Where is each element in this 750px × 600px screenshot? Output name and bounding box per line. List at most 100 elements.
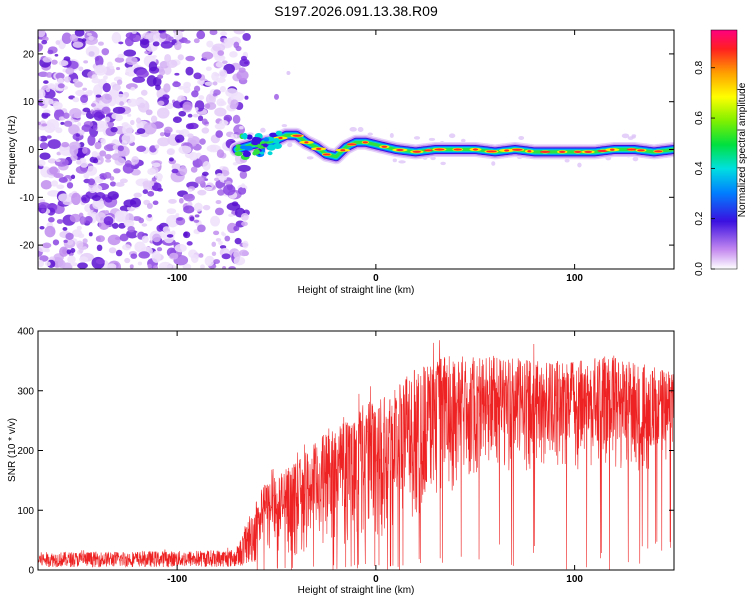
- noise-blob: [79, 256, 89, 263]
- noise-blob: [129, 264, 134, 269]
- noise-blob: [237, 164, 251, 172]
- ridge-peak: [340, 149, 346, 152]
- colorbar-tick-label: 0.2: [694, 211, 705, 225]
- ridge-peak: [637, 149, 645, 152]
- noise-blob: [104, 154, 112, 160]
- colorbar-frame: [710, 29, 738, 270]
- noise-blob: [119, 150, 127, 157]
- noise-blob: [38, 159, 46, 167]
- snr-y-ticks: 0 100 200 300 400: [17, 327, 674, 577]
- noise-blob: [157, 137, 170, 147]
- noise-blob: [38, 260, 44, 268]
- noise-blob: [212, 43, 226, 52]
- noise-blob: [187, 133, 194, 139]
- noise-blob: [85, 165, 98, 176]
- noise-blob: [146, 203, 153, 209]
- noise-blob: [241, 183, 246, 189]
- noise-blob: [136, 145, 147, 152]
- noise-blob: [106, 263, 117, 269]
- noise-blob: [211, 251, 217, 257]
- noise-blob: [223, 184, 236, 196]
- noise-blob: [217, 50, 225, 56]
- noise-blob: [214, 107, 227, 117]
- noise-blob: [287, 142, 293, 148]
- noise-blob: [119, 233, 129, 242]
- noise-blob: [80, 94, 89, 104]
- noise-blob: [114, 57, 125, 63]
- noise-blob: [40, 208, 46, 213]
- noise-blob: [122, 163, 134, 174]
- noise-blob: [114, 93, 127, 106]
- noise-blob: [142, 32, 153, 40]
- noise-blob: [194, 214, 200, 218]
- ridge-peak: [558, 150, 566, 153]
- noise-blob: [171, 163, 182, 171]
- noise-blob: [58, 177, 68, 183]
- noise-blob: [125, 32, 137, 39]
- ridge-peak: [381, 145, 388, 148]
- noise-blob: [156, 224, 164, 232]
- noise-blob: [91, 150, 98, 158]
- noise-blob: [151, 250, 162, 263]
- noise-blob: [93, 158, 99, 164]
- noise-blob: [110, 126, 118, 133]
- noise-blob: [157, 74, 164, 80]
- noise-blob: [236, 70, 249, 81]
- ridge-peak: [486, 150, 497, 153]
- noise-blob: [107, 191, 119, 200]
- noise-blob: [82, 107, 91, 113]
- noise-blob: [102, 82, 111, 93]
- y-tick-label: 200: [17, 446, 34, 457]
- noise-blob: [87, 134, 96, 146]
- ridge-onset-blob: [234, 151, 243, 157]
- noise-blob: [183, 86, 191, 94]
- noise-blob: [182, 263, 192, 269]
- colorbar-gradient: [711, 30, 737, 269]
- ridge-peak: [278, 136, 283, 140]
- noise-blob: [88, 232, 93, 237]
- noise-blob: [150, 115, 158, 123]
- noise-blob: [62, 262, 73, 269]
- noise-blob: [147, 263, 152, 269]
- noise-blob: [190, 254, 199, 264]
- noise-blob: [101, 93, 113, 104]
- noise-blob: [124, 106, 131, 111]
- noise-blob: [82, 146, 88, 154]
- ridge-peak: [610, 148, 615, 151]
- noise-blob: [41, 112, 51, 118]
- noise-blob: [69, 145, 79, 156]
- noise-blob: [52, 239, 60, 246]
- noise-blob: [69, 213, 82, 223]
- noise-blob: [136, 128, 146, 135]
- ridge-onset-blob: [246, 134, 253, 140]
- noise-blob: [627, 136, 634, 141]
- noise-blob: [103, 216, 114, 226]
- noise-blob: [118, 41, 124, 45]
- noise-blob: [239, 170, 248, 179]
- noise-blob: [413, 136, 421, 140]
- ridge-peak: [453, 148, 462, 151]
- ridge-peak: [527, 150, 532, 153]
- noise-blob: [187, 122, 199, 130]
- noise-blob: [239, 249, 249, 257]
- noise-blob: [62, 248, 68, 255]
- noise-blob: [198, 253, 204, 258]
- noise-blob: [95, 212, 107, 223]
- noise-blob: [53, 101, 63, 110]
- noise-blob: [233, 30, 246, 35]
- noise-blob: [148, 61, 158, 72]
- ridge-onset-blob: [273, 143, 282, 149]
- noise-blob: [215, 130, 224, 138]
- noise-blob: [55, 40, 61, 45]
- noise-blob: [48, 216, 55, 223]
- noise-blob: [260, 127, 266, 133]
- noise-blob: [174, 72, 180, 76]
- noise-blob: [115, 182, 125, 187]
- noise-blob: [221, 231, 225, 236]
- noise-blob: [65, 232, 74, 240]
- noise-blob: [81, 38, 87, 42]
- noise-blob: [47, 49, 54, 55]
- ridge-peak: [292, 134, 303, 137]
- noise-blob: [129, 197, 142, 208]
- noise-blob: [194, 176, 205, 184]
